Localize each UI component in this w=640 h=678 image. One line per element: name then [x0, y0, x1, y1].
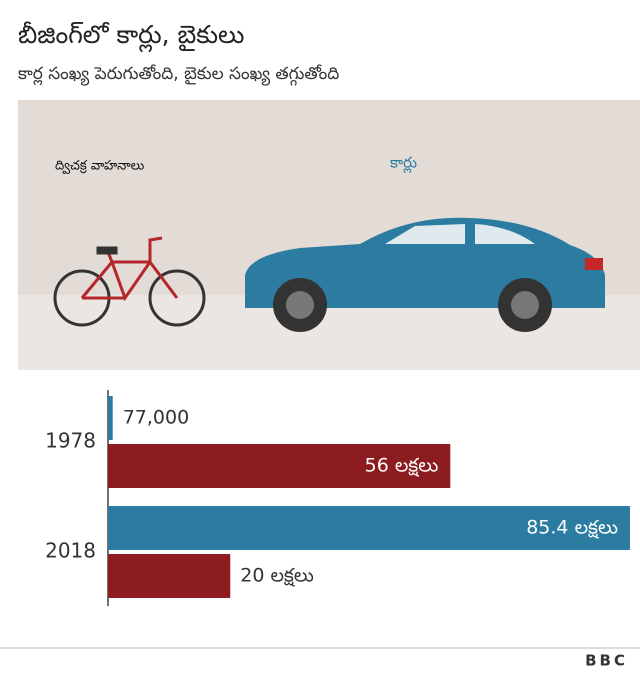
bar: [108, 444, 451, 488]
legend-label: కార్లు: [390, 154, 417, 174]
bicycle: [53, 236, 206, 327]
value-label: 77,000: [123, 407, 189, 429]
bar: [108, 506, 630, 550]
value-label: 20 లక్షలు: [240, 565, 314, 588]
source-box: [574, 652, 630, 670]
bar: [108, 554, 231, 598]
chart-title: బీజింగ్‌లో కార్లు, బైకులు: [18, 20, 244, 53]
value-label: 56 లక్షలు: [365, 455, 439, 478]
illustration: ద్విచక్ర వాహనాలు కార్లు: [18, 100, 640, 370]
bar: [108, 396, 113, 440]
source: BBC: [585, 652, 628, 670]
legend-label: ద్విచక్ర వాహనాలు: [55, 159, 145, 175]
chart-subtitle: కార్ల సంఖ్య పెరుగుతోంది, బైకుల సంఖ్య తగ్…: [18, 64, 339, 86]
y-tick-label: 2018: [45, 539, 96, 563]
car: [245, 217, 605, 332]
value-label: 85.4 లక్షలు: [526, 517, 618, 540]
y-tick-label: 1978: [45, 429, 96, 453]
